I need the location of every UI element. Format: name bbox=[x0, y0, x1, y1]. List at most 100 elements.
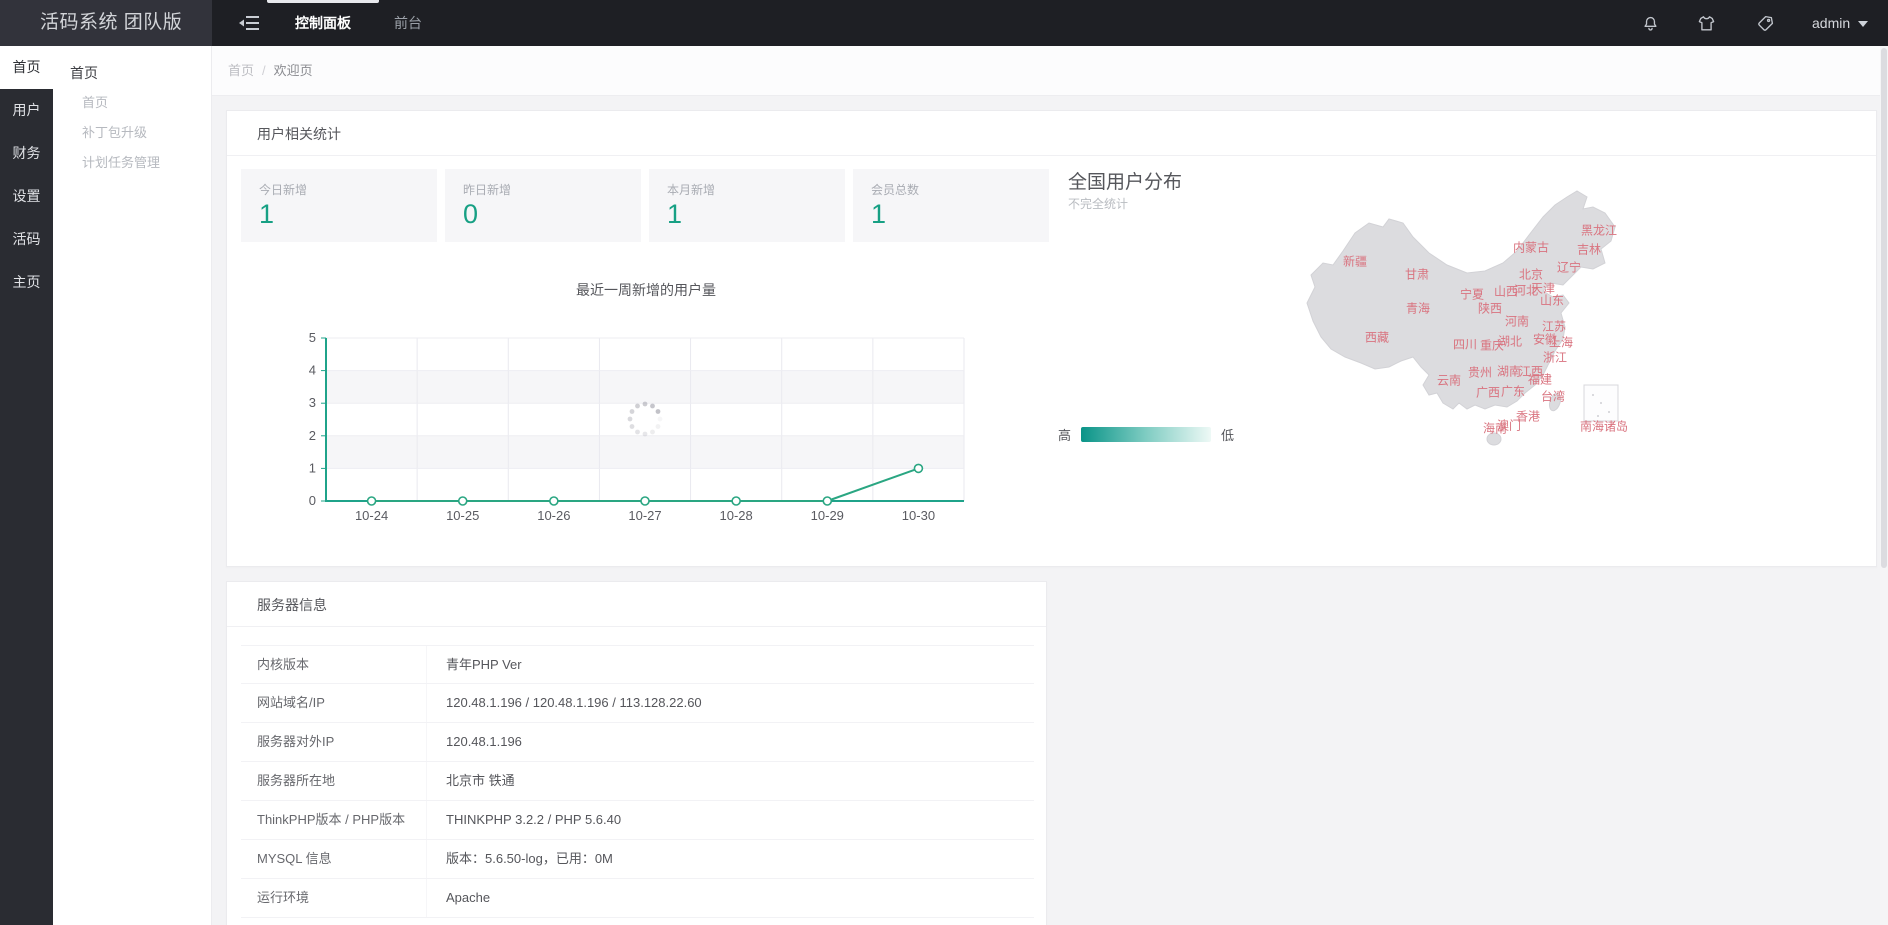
province-label: 重庆 bbox=[1479, 338, 1505, 353]
user-menu[interactable]: admin bbox=[1812, 0, 1869, 46]
submenu-item-cron-tasks[interactable]: 计划任务管理 bbox=[82, 155, 161, 170]
server-row-kernel-version: 内核版本 青年PHP Ver bbox=[241, 645, 1034, 684]
sidebar-item-homepage[interactable]: 主页 bbox=[12, 274, 41, 290]
x-axis-tick-label: 10-27 bbox=[628, 508, 661, 523]
stat-card-label: 今日新增 bbox=[259, 183, 308, 197]
sidebar-item-qrcode[interactable]: 活码 bbox=[12, 231, 41, 247]
province-label: 广东 bbox=[1500, 384, 1526, 399]
panel-divider bbox=[227, 155, 1876, 156]
server-row-label: ThinkPHP版本 / PHP版本 bbox=[257, 812, 406, 827]
server-row-value: THINKPHP 3.2.2 / PHP 5.6.40 bbox=[446, 812, 622, 827]
legend-high-label: 高 bbox=[1058, 428, 1072, 443]
sidebar-item-settings[interactable]: 设置 bbox=[12, 188, 41, 204]
tag-icon[interactable] bbox=[1756, 14, 1775, 33]
server-row-value: 120.48.1.196 / 120.48.1.196 / 113.128.22… bbox=[446, 695, 702, 710]
scrollbar-track bbox=[1880, 46, 1888, 925]
province-label: 内蒙古 bbox=[1512, 240, 1550, 255]
submenu-item-patch-upgrade[interactable]: 补丁包升级 bbox=[82, 125, 148, 140]
x-axis-tick-label: 10-29 bbox=[811, 508, 844, 523]
server-row-label: 内核版本 bbox=[257, 657, 310, 672]
server-row-server-public-ip: 服务器对外IP 120.48.1.196 bbox=[241, 723, 1034, 762]
sidebar-item-home[interactable]: 首页 bbox=[0, 46, 53, 89]
province-label: 贵州 bbox=[1467, 365, 1493, 380]
sidebar-item-finance[interactable]: 财务 bbox=[12, 145, 41, 161]
data-point-marker bbox=[640, 496, 650, 506]
y-axis-tick-label: 4 bbox=[309, 363, 316, 378]
data-point-marker bbox=[913, 463, 924, 474]
panel-divider bbox=[227, 626, 1046, 627]
data-point-marker bbox=[549, 496, 559, 506]
server-row-value: 北京市 铁通 bbox=[446, 773, 515, 788]
stat-card: 昨日新增 0 bbox=[445, 169, 641, 242]
server-row-value: 青年PHP Ver bbox=[446, 657, 522, 672]
province-label: 陕西 bbox=[1477, 301, 1503, 316]
sidebar-toggle-icon[interactable] bbox=[238, 14, 260, 32]
province-label: 湖北 bbox=[1497, 334, 1523, 349]
province-label: 浙江 bbox=[1542, 350, 1568, 365]
province-label: 青海 bbox=[1405, 301, 1431, 316]
y-axis-tick-label: 0 bbox=[309, 493, 316, 508]
province-label: 江苏 bbox=[1541, 319, 1567, 334]
nav-item-frontend[interactable]: 前台 bbox=[394, 15, 422, 31]
sidebar-item-users[interactable]: 用户 bbox=[12, 102, 41, 118]
breadcrumb-current: 欢迎页 bbox=[273, 63, 313, 78]
loading-spinner-icon bbox=[627, 401, 663, 437]
map-subtitle: 不完全统计 bbox=[1068, 197, 1129, 211]
server-info-table: 内核版本 青年PHP Ver 网站域名/IP 120.48.1.196 / 120.4… bbox=[241, 645, 1034, 918]
primary-sidebar: 首页用户财务设置活码主页 bbox=[0, 46, 53, 925]
nav-item-dashboard[interactable]: 控制面板 bbox=[267, 0, 379, 46]
scrollbar-thumb[interactable] bbox=[1881, 48, 1887, 568]
y-axis-tick-label: 1 bbox=[309, 460, 316, 475]
server-row-label: 服务器对外IP bbox=[257, 734, 335, 749]
data-point-marker bbox=[822, 496, 833, 506]
server-row-mysql-info: MYSQL 信息 版本：5.6.50-log，已用：0M bbox=[241, 840, 1034, 879]
x-axis-tick-label: 10-30 bbox=[902, 508, 935, 523]
province-label: 山西 bbox=[1493, 284, 1519, 299]
china-map: 新疆 甘肃 青海 西藏 内蒙古 黑龙江 吉林 辽宁 北京 天津 河北 山西 宁夏 陕西 山东 河南 江苏 安徽 上海… bbox=[1271, 171, 1671, 461]
chart-title: 最近一周新增的用户量 bbox=[576, 282, 716, 298]
province-label: 吉林 bbox=[1576, 242, 1602, 257]
app-header: 活码系统 团队版 控制面板 前台 bbox=[0, 0, 1888, 46]
province-label: 西藏 bbox=[1364, 330, 1390, 345]
submenu-item-home[interactable]: 首页 bbox=[82, 95, 109, 110]
data-point-marker bbox=[731, 496, 741, 506]
hainan-island bbox=[1486, 432, 1502, 446]
user-stats-panel-title: 用户相关统计 bbox=[257, 126, 341, 142]
y-axis-tick-label: 3 bbox=[309, 395, 316, 410]
map-title: 全国用户分布 bbox=[1068, 172, 1183, 193]
stat-card-value: 1 bbox=[667, 199, 683, 229]
province-label: 南海诸岛 bbox=[1579, 419, 1629, 434]
server-row-label: 运行环境 bbox=[257, 890, 310, 905]
stat-card-value: 1 bbox=[259, 199, 275, 229]
province-label: 河南 bbox=[1504, 314, 1530, 329]
x-axis-tick-label: 10-26 bbox=[537, 508, 570, 523]
server-row-label: MYSQL 信息 bbox=[257, 851, 332, 866]
map-legend: 高 低 bbox=[1058, 425, 1234, 444]
stat-card: 会员总数 1 bbox=[853, 169, 1049, 242]
stat-card-value: 0 bbox=[463, 199, 479, 229]
province-label: 广西 bbox=[1475, 385, 1501, 400]
stat-card-label: 会员总数 bbox=[871, 183, 920, 197]
server-row-label: 网站域名/IP bbox=[257, 695, 325, 710]
server-row-label: 服务器所在地 bbox=[257, 773, 336, 788]
province-label: 新疆 bbox=[1342, 254, 1368, 269]
province-label: 澳门 bbox=[1496, 418, 1522, 433]
y-axis-tick-label: 5 bbox=[309, 331, 316, 345]
bell-icon[interactable] bbox=[1641, 14, 1660, 33]
data-point-marker bbox=[457, 496, 468, 506]
legend-gradient-bar bbox=[1081, 427, 1212, 442]
server-row-value: Apache bbox=[446, 890, 491, 905]
province-label: 湖南 bbox=[1496, 364, 1522, 379]
province-label: 黑龙江 bbox=[1580, 223, 1618, 238]
breadcrumb-home-link[interactable]: 首页 bbox=[228, 63, 255, 78]
province-label: 江西 bbox=[1518, 364, 1544, 379]
server-row-thinkphp-php-version: ThinkPHP版本 / PHP版本 THINKPHP 3.2.2 / PHP 5… bbox=[241, 801, 1034, 840]
taiwan-island bbox=[1548, 392, 1562, 412]
stat-card: 今日新增 1 bbox=[241, 169, 437, 242]
x-axis-tick-label: 10-28 bbox=[720, 508, 753, 523]
china-mainland bbox=[1306, 190, 1616, 410]
server-info-panel: 服务器信息 内核版本 青年PHP Ver 网站域名/IP 120.48.1.196 /… bbox=[226, 581, 1047, 925]
username: admin bbox=[1812, 15, 1851, 31]
tshirt-icon[interactable] bbox=[1697, 14, 1716, 33]
